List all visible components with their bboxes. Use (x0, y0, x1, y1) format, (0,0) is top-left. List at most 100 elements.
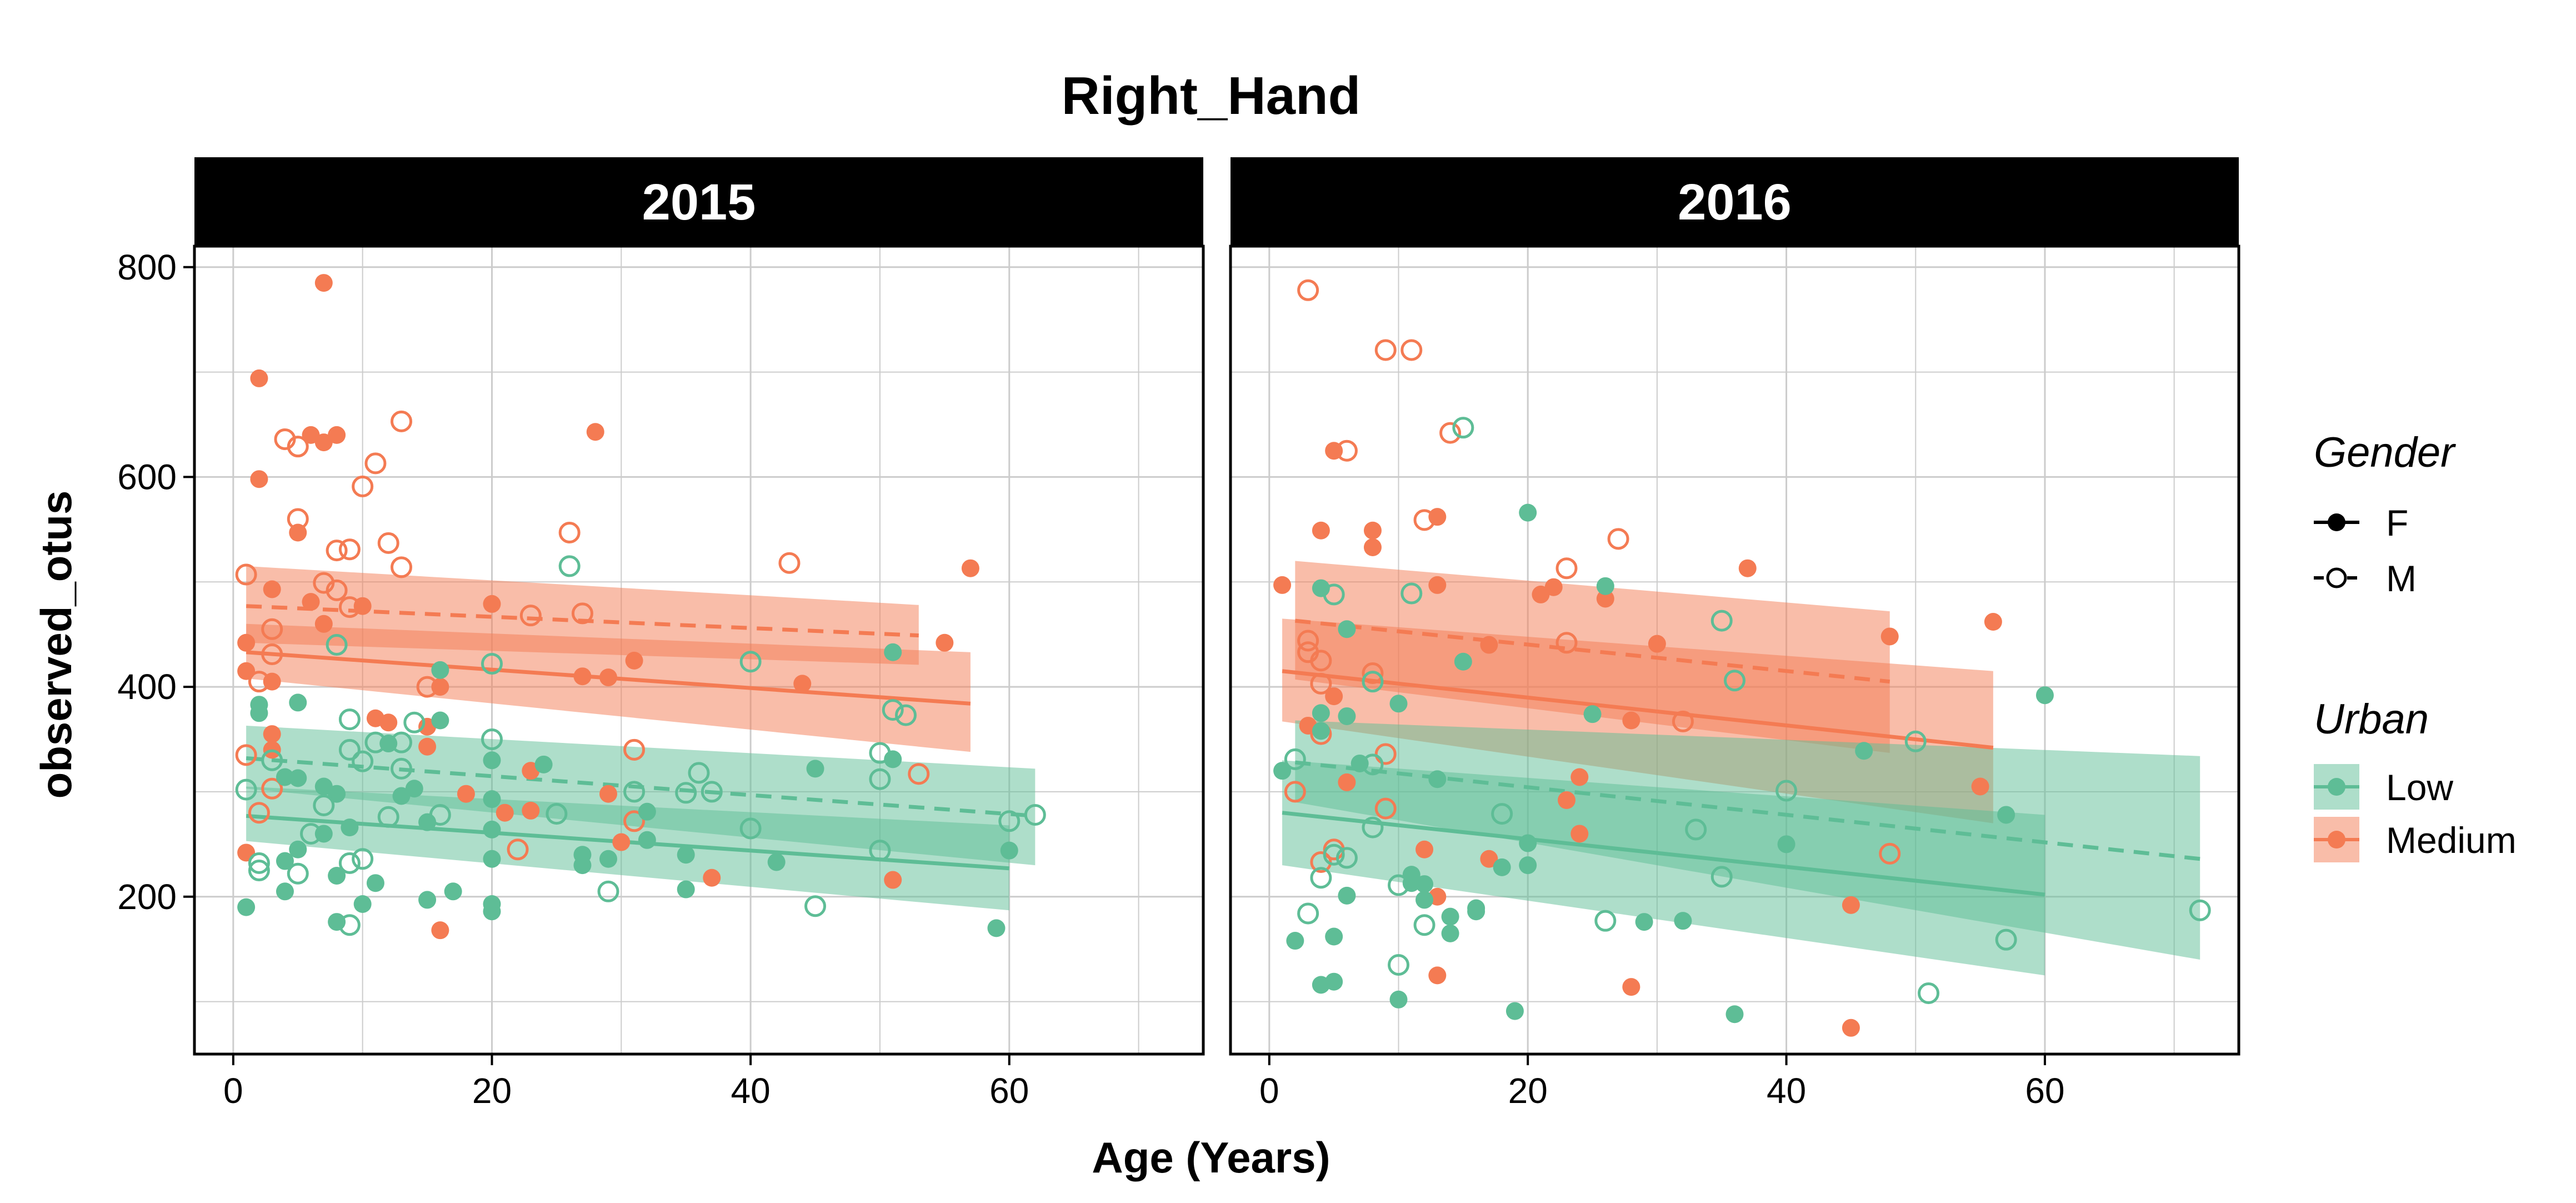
data-point (804, 895, 827, 917)
data-point (1374, 797, 1397, 820)
data-point (261, 618, 283, 640)
data-point (328, 913, 346, 931)
data-point (1428, 966, 1447, 985)
trend-line (1282, 811, 2045, 897)
data-point (1362, 816, 1384, 838)
data-point (1596, 577, 1614, 595)
chart-title: Right_Hand (1062, 66, 1361, 126)
trend-line (246, 756, 1036, 818)
data-point (1413, 914, 1435, 936)
data-point (364, 452, 387, 475)
data-point (250, 704, 268, 722)
data-point (703, 868, 721, 887)
x-tick-label: 20 (472, 1071, 512, 1111)
data-point (403, 711, 426, 733)
data-point (392, 787, 411, 805)
data-point (405, 780, 423, 798)
data-point (261, 749, 283, 771)
data-point (1880, 627, 1899, 646)
data-point (1310, 867, 1332, 889)
data-point (1879, 842, 1901, 865)
x-tick-label: 60 (989, 1071, 1029, 1111)
data-point (289, 769, 307, 787)
data-point (623, 810, 646, 832)
data-point (235, 563, 257, 586)
data-point (1297, 902, 1319, 925)
data-point (522, 801, 540, 820)
data-point (1493, 858, 1511, 876)
data-point (623, 738, 646, 761)
data-point (237, 662, 256, 680)
data-point (1555, 632, 1578, 654)
data-point (1402, 874, 1420, 892)
data-point (431, 921, 449, 940)
data-point (248, 852, 270, 874)
data-point (1519, 856, 1537, 875)
facet-label: 2016 (1678, 174, 1792, 231)
data-point (1544, 578, 1563, 596)
data-point (612, 833, 631, 851)
data-point (625, 651, 643, 670)
data-point (314, 433, 333, 452)
data-point (1505, 1002, 1524, 1020)
plot-panels: 2015 0 20 40 60 200 400 600 800 2016 0 20 40 60 (117, 157, 2240, 1111)
data-point (481, 728, 503, 751)
data-point (1338, 620, 1356, 638)
data-point (261, 643, 283, 666)
data-point (237, 633, 256, 652)
data-point (1335, 847, 1358, 869)
data-point (701, 781, 723, 803)
data-point (1971, 777, 1989, 796)
legend-item-label: F (2386, 502, 2408, 543)
data-point (1984, 613, 2002, 631)
data-point (1273, 576, 1292, 594)
legend-item-label: M (2386, 558, 2417, 599)
data-point (884, 643, 902, 661)
data-point (1452, 417, 1474, 439)
data-point (1273, 762, 1292, 780)
legend-item-label: Medium (2386, 820, 2517, 861)
data-point (519, 605, 542, 627)
data-point (1335, 440, 1358, 462)
data-point (352, 475, 374, 497)
data-point (483, 751, 501, 770)
legend-urban-title: Urban (2314, 696, 2429, 743)
data-point (1596, 590, 1614, 608)
data-point (1284, 748, 1306, 770)
data-point (675, 782, 697, 804)
data-point (1310, 650, 1332, 672)
legend-key-point (2326, 567, 2347, 588)
data-point (869, 768, 891, 790)
data-point (623, 781, 646, 803)
data-point (1995, 929, 2017, 951)
trend-line (1294, 618, 1890, 684)
data-point (884, 871, 902, 889)
data-point (546, 803, 568, 825)
data-point (599, 668, 618, 687)
data-point (314, 777, 333, 796)
data-point (1842, 1019, 1860, 1037)
data-point (778, 552, 801, 574)
data-point (338, 708, 361, 731)
data-point (987, 919, 1006, 937)
data-point (1400, 582, 1423, 605)
data-point (573, 667, 592, 686)
legend-key-point (2328, 831, 2345, 848)
x-tick-label: 0 (1259, 1071, 1279, 1111)
data-point (314, 274, 333, 292)
confidence-band (1295, 561, 1890, 753)
data-point (1310, 672, 1332, 695)
data-point (1777, 835, 1795, 853)
data-point (1312, 722, 1330, 740)
data-point (1363, 521, 1382, 540)
data-point (481, 653, 503, 675)
data-point (289, 840, 307, 858)
y-tick-label: 200 (117, 877, 177, 917)
data-point (882, 699, 904, 721)
data-point (1685, 818, 1707, 841)
data-point (1570, 825, 1589, 843)
data-point (248, 860, 270, 882)
data-point (444, 882, 462, 901)
legend: Gender FM Urban Low Medium (2314, 429, 2517, 862)
data-point (338, 852, 361, 874)
